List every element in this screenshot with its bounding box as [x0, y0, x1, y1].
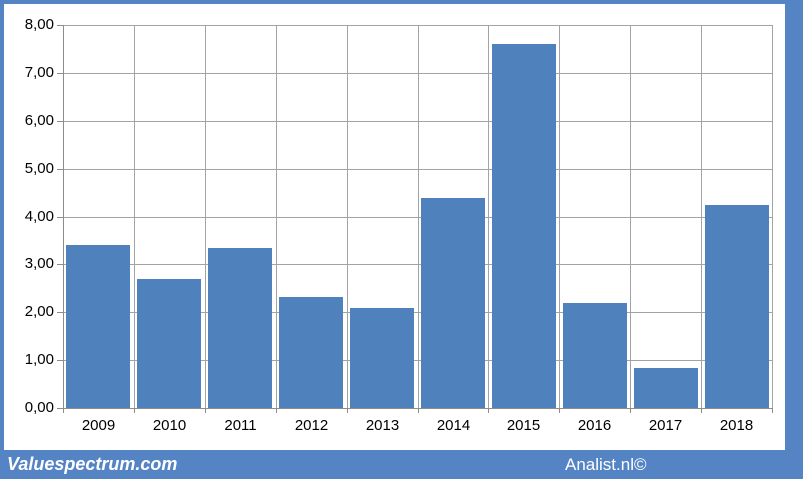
y-tick — [57, 73, 63, 74]
watermark-valuespectrum: Valuespectrum.com — [7, 454, 178, 474]
h-gridline — [63, 169, 772, 170]
y-tick — [57, 312, 63, 313]
y-tick — [57, 264, 63, 265]
v-gridline — [772, 25, 773, 408]
x-tick — [205, 408, 206, 413]
x-tick-label: 2016 — [577, 417, 612, 434]
y-tick-label: 4,00 — [24, 208, 54, 225]
y-tick-label: 8,00 — [24, 16, 54, 33]
y-axis-line — [63, 25, 64, 408]
watermark-analist: Analist.nl© — [565, 455, 647, 474]
v-gridline — [701, 25, 702, 408]
v-gridline — [347, 25, 348, 408]
h-gridline — [63, 312, 772, 313]
h-gridline — [63, 264, 772, 265]
y-tick — [57, 169, 63, 170]
x-tick-label: 2010 — [152, 417, 187, 434]
x-tick — [347, 408, 348, 413]
bar-2018 — [705, 205, 769, 408]
v-gridline — [276, 25, 277, 408]
bar-2010 — [137, 279, 201, 408]
y-tick-label: 1,00 — [24, 351, 54, 368]
x-tick — [488, 408, 489, 413]
x-tick-label: 2014 — [436, 417, 471, 434]
bar-2012 — [279, 297, 343, 408]
y-tick — [57, 360, 63, 361]
x-tick — [630, 408, 631, 413]
v-gridline — [559, 25, 560, 408]
h-gridline — [63, 25, 772, 26]
y-tick-label: 6,00 — [24, 112, 54, 129]
y-tick — [57, 408, 63, 409]
y-tick-label: 2,00 — [24, 303, 54, 320]
x-tick — [418, 408, 419, 413]
h-gridline — [63, 217, 772, 218]
bar-2017 — [634, 368, 698, 408]
y-tick — [57, 217, 63, 218]
bar-2015 — [492, 44, 556, 408]
h-gridline — [63, 121, 772, 122]
bar-2016 — [563, 303, 627, 408]
bar-2014 — [421, 198, 485, 408]
x-tick-label: 2011 — [224, 417, 257, 434]
h-gridline — [63, 73, 772, 74]
bar-2009 — [66, 245, 130, 408]
x-axis-line — [63, 408, 772, 409]
x-tick — [134, 408, 135, 413]
v-gridline — [488, 25, 489, 408]
y-tick — [57, 25, 63, 26]
x-tick-label: 2015 — [506, 417, 541, 434]
x-tick-label: 2012 — [294, 417, 329, 434]
y-tick-label: 7,00 — [24, 64, 54, 81]
x-tick-label: 2017 — [648, 417, 683, 434]
y-tick-label: 0,00 — [24, 399, 54, 416]
x-tick — [701, 408, 702, 413]
y-tick-label: 5,00 — [24, 160, 54, 177]
v-gridline — [134, 25, 135, 408]
h-gridline — [63, 360, 772, 361]
x-tick-label: 2018 — [719, 417, 754, 434]
x-tick — [63, 408, 64, 413]
v-gridline — [630, 25, 631, 408]
x-tick — [559, 408, 560, 413]
v-gridline — [418, 25, 419, 408]
x-tick-label: 2009 — [81, 417, 116, 434]
x-tick-label: 2013 — [365, 417, 400, 434]
chart-panel: 0,00 1,00 2,00 3,00 4,00 5,00 6,00 7,00 8,00 200… — [4, 4, 785, 450]
x-tick — [772, 408, 773, 413]
y-tick-label: 3,00 — [24, 255, 54, 272]
y-tick — [57, 121, 63, 122]
x-tick — [276, 408, 277, 413]
v-gridline — [205, 25, 206, 408]
bar-2013 — [350, 308, 414, 408]
bar-2011 — [208, 248, 272, 408]
plot-area — [63, 25, 773, 409]
